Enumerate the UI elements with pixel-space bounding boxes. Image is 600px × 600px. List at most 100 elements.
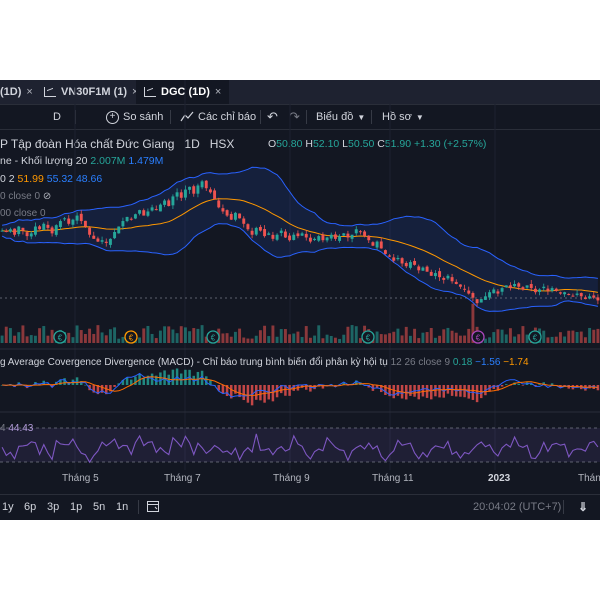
macd-bar	[196, 371, 200, 385]
bottom-bar: 1y 6p 3p 1p 5n 1n 20:04:02 (UTC+7) ⇓	[0, 494, 600, 520]
interval-button[interactable]: D	[53, 111, 61, 123]
volume-bar	[550, 336, 554, 343]
candle	[263, 229, 267, 237]
volume-bar	[517, 334, 521, 343]
indicators-button[interactable]: Các chỉ báo	[180, 105, 256, 129]
volume-bar	[96, 325, 100, 343]
macd-bar	[167, 374, 170, 385]
volume-bar	[483, 338, 487, 343]
candle	[304, 233, 308, 238]
volume-bar	[354, 326, 358, 343]
volume-bar	[392, 331, 396, 343]
candle	[46, 224, 50, 228]
volume-bar	[75, 325, 79, 343]
go-to-date-icon[interactable]	[146, 499, 160, 516]
candle	[229, 213, 233, 220]
candle	[317, 236, 321, 241]
candle	[88, 227, 92, 235]
macd-bar	[396, 385, 400, 396]
volume-bar	[283, 329, 287, 343]
macd-bar	[434, 385, 437, 397]
macd-bar	[125, 377, 129, 385]
candle	[117, 226, 121, 234]
candle	[429, 271, 433, 276]
volume-bar	[404, 326, 408, 343]
volume-bar	[204, 336, 208, 343]
candle	[354, 229, 358, 234]
hidden-eye-icon[interactable]: ⊘	[42, 191, 52, 202]
candle	[554, 288, 558, 291]
percent-toggle[interactable]: ⇓	[578, 500, 589, 514]
candle	[417, 266, 421, 271]
close-icon[interactable]: ×	[214, 86, 222, 98]
macd-signal-line	[2, 376, 598, 396]
profile-button[interactable]: Hồ sơ ▼	[382, 105, 424, 129]
candle	[67, 218, 71, 224]
volume-bar	[504, 334, 508, 343]
redo-button[interactable]: ↷	[289, 105, 300, 129]
range-3p[interactable]: 3p	[47, 501, 60, 513]
volume-bar	[300, 337, 304, 343]
price-chart[interactable]: € € € € € €	[0, 80, 600, 470]
tab-1[interactable]: (1D) ×	[0, 80, 33, 104]
undo-button[interactable]: ↶	[267, 105, 278, 129]
candle	[325, 237, 329, 241]
candle	[567, 293, 571, 295]
macd-bar	[530, 383, 533, 385]
volume-bar	[429, 327, 433, 343]
volume-bar	[92, 333, 96, 343]
candle	[158, 204, 162, 212]
chart-type-button[interactable]: Biểu đồ ▼	[316, 105, 365, 129]
compare-button[interactable]: + So sánh	[106, 105, 163, 129]
volume-bar	[67, 332, 71, 343]
volume-bar	[192, 328, 196, 343]
close-icon[interactable]: ×	[132, 86, 138, 98]
candle	[308, 237, 312, 242]
tab-vn30f1m[interactable]: VN30F1M (1) ×	[44, 80, 138, 104]
range-1p[interactable]: 1p	[70, 501, 83, 513]
macd-bar	[192, 375, 195, 385]
candle	[488, 292, 492, 298]
range-1y[interactable]: 1y	[2, 501, 14, 513]
volume-bar	[292, 333, 296, 343]
volume-bar	[588, 327, 592, 343]
volume-bar	[346, 326, 350, 343]
event-icon	[471, 330, 485, 344]
macd-bar	[246, 385, 250, 403]
chart-type-label: Biểu đồ	[316, 111, 354, 123]
event-icon	[124, 330, 138, 344]
volume-bar	[150, 333, 154, 343]
volume-bar	[279, 329, 283, 343]
volume-bar	[179, 326, 183, 343]
event-icon	[361, 330, 375, 344]
macd-legend: g Average Covergence Divergence (MACD) -…	[0, 357, 529, 368]
range-6p[interactable]: 6p	[24, 501, 37, 513]
chart-icon	[44, 87, 56, 97]
change-value: +1.30 (+2.57%)	[414, 138, 487, 150]
event-icon-label: €	[58, 334, 63, 343]
candle	[358, 231, 362, 233]
range-5n[interactable]: 5n	[93, 501, 106, 513]
trading-app: (1D) × VN30F1M (1) × DGC (1D) × D + So s…	[0, 80, 600, 520]
range-1n[interactable]: 1n	[116, 501, 129, 513]
event-icon	[528, 330, 542, 344]
candle	[8, 229, 12, 232]
candle	[204, 180, 208, 189]
macd-bar	[134, 376, 137, 385]
candle	[375, 241, 379, 248]
macd-bar	[450, 385, 454, 396]
close-icon[interactable]: ×	[26, 86, 33, 98]
event-icon-label: €	[129, 334, 134, 343]
tab-1-label: (1D)	[0, 86, 22, 98]
volume-bar	[325, 334, 329, 343]
volume-bar	[263, 325, 267, 343]
volume-bar	[583, 337, 587, 343]
macd-bar	[59, 379, 62, 385]
volume-bar	[308, 337, 312, 343]
bb-value-1: 51.99	[17, 173, 44, 185]
volume-bar	[258, 330, 262, 343]
high-label: H	[305, 138, 313, 150]
indicator-icon	[180, 111, 194, 122]
volume-bar	[108, 329, 112, 343]
tab-dgc[interactable]: DGC (1D) ×	[136, 80, 230, 104]
